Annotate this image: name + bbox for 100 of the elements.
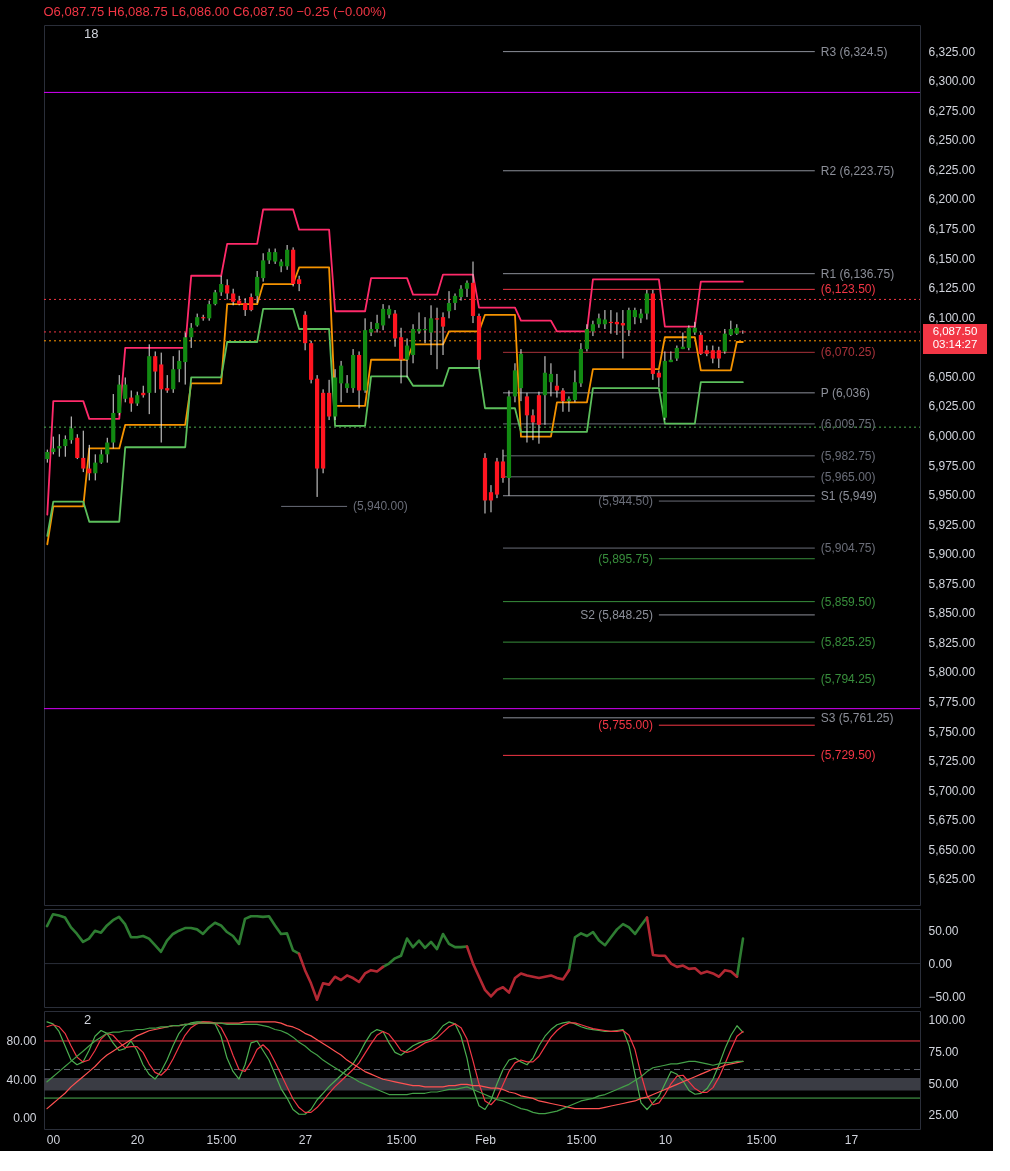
ref-line-label: (5,859.50) bbox=[820, 594, 876, 609]
ref-line-label: (5,904.75) bbox=[820, 541, 876, 556]
ref-line-label: (5,794.25) bbox=[820, 671, 876, 686]
candlestick bbox=[386, 304, 392, 319]
ref-line-label: R1 (6,136.75) bbox=[820, 266, 895, 281]
candlestick bbox=[267, 248, 272, 265]
y-tick-label: 5,925.00 bbox=[928, 517, 976, 532]
ref-line-label: P (6,036) bbox=[820, 385, 870, 400]
candlestick bbox=[686, 324, 691, 351]
candlestick bbox=[261, 252, 266, 283]
ref-line-label: (6,070.25) bbox=[820, 345, 876, 360]
y-tick-label: 5,775.00 bbox=[928, 695, 976, 710]
candlestick bbox=[207, 300, 212, 322]
y-tick-label: 0.00 bbox=[928, 957, 953, 972]
candlestick bbox=[153, 350, 158, 394]
candlestick bbox=[632, 307, 637, 325]
y-tick-label: 6,025.00 bbox=[928, 399, 976, 414]
x-tick-label: 15:00 bbox=[746, 1132, 777, 1147]
candlestick bbox=[404, 337, 410, 378]
candlestick bbox=[542, 355, 548, 426]
candlestick bbox=[596, 313, 602, 329]
y-tick-label: 5,900.00 bbox=[928, 547, 976, 562]
candlestick bbox=[572, 369, 578, 403]
x-tick-label: 15:00 bbox=[386, 1132, 417, 1147]
x-tick-label: 27 bbox=[298, 1132, 313, 1147]
candlestick bbox=[548, 362, 554, 397]
text: 03:14:27 bbox=[932, 337, 978, 350]
candlestick bbox=[255, 270, 260, 304]
ref-line-label: (5,895.75) bbox=[598, 551, 653, 566]
x-tick-label: 10 bbox=[658, 1132, 673, 1147]
y-tick-label: 40.00 bbox=[6, 1072, 37, 1087]
ref-line-label: (6,123.50) bbox=[820, 282, 876, 297]
candlestick bbox=[692, 321, 697, 336]
ref-line-label: (5,944.50) bbox=[598, 494, 653, 509]
ref-line-label: R3 (6,324.5) bbox=[820, 44, 888, 59]
y2-tick-label: 100.00 bbox=[928, 1012, 966, 1027]
y2-tick-label: 25.00 bbox=[928, 1108, 959, 1123]
candlestick bbox=[380, 303, 386, 331]
x-tick-label: 15:00 bbox=[206, 1132, 237, 1147]
line-series bbox=[46, 208, 744, 516]
y-tick-label: 6,050.00 bbox=[928, 369, 976, 384]
candlestick bbox=[644, 289, 649, 321]
ref-line-label: (5,982.75) bbox=[820, 448, 876, 463]
x-tick-label: 20 bbox=[130, 1132, 145, 1147]
text: 6,087.50 bbox=[932, 324, 978, 337]
candlestick bbox=[488, 484, 494, 513]
candlestick bbox=[81, 430, 86, 473]
ref-line-label: (5,825.25) bbox=[820, 635, 876, 650]
ref-line-label: (6,009.75) bbox=[820, 416, 876, 431]
y-tick-label: 0.00 bbox=[13, 1110, 37, 1125]
ref-line-label: (5,940.00) bbox=[353, 499, 408, 514]
ref-line-label: S2 (5,848.25) bbox=[580, 607, 653, 622]
candlestick bbox=[530, 408, 536, 441]
y-tick-label: −50.00 bbox=[928, 989, 966, 1004]
candlestick bbox=[171, 355, 176, 394]
candlestick bbox=[464, 279, 470, 298]
x-tick-label: Feb bbox=[475, 1132, 497, 1147]
y-tick-label: 6,000.00 bbox=[928, 428, 976, 443]
y-tick-label: 6,325.00 bbox=[928, 44, 976, 59]
candlestick bbox=[368, 321, 374, 337]
candlestick bbox=[458, 284, 464, 302]
ref-line-label: (5,965.00) bbox=[820, 469, 876, 484]
x-tick-label: 15:00 bbox=[566, 1132, 597, 1147]
y-tick-label: 5,675.00 bbox=[928, 813, 976, 828]
candlestick bbox=[344, 374, 350, 394]
y-tick-label: 5,750.00 bbox=[928, 724, 976, 739]
y-tick-label: 6,225.00 bbox=[928, 162, 976, 177]
ref-line-label: S3 (5,761.25) bbox=[820, 710, 894, 725]
y-tick-label: 5,975.00 bbox=[928, 458, 976, 473]
candlestick bbox=[584, 323, 590, 352]
candlestick bbox=[75, 433, 80, 460]
y-tick-label: 6,100.00 bbox=[928, 310, 976, 325]
candlestick bbox=[69, 416, 74, 445]
candlestick bbox=[63, 434, 68, 458]
candlestick bbox=[177, 349, 182, 383]
candlestick bbox=[434, 307, 440, 370]
candlestick bbox=[722, 328, 727, 355]
y-tick-label: 5,650.00 bbox=[928, 842, 976, 857]
candlestick bbox=[626, 307, 631, 337]
y-tick-label: 6,275.00 bbox=[928, 103, 976, 118]
y-tick-label: 6,150.00 bbox=[928, 251, 976, 266]
line-series bbox=[46, 307, 744, 537]
y-tick-label: 6,125.00 bbox=[928, 281, 976, 296]
candlestick bbox=[123, 376, 128, 403]
y-tick-label: 6,175.00 bbox=[928, 221, 976, 236]
candlestick bbox=[524, 392, 530, 444]
ref-line-label: S1 (5,949) bbox=[820, 488, 877, 503]
candlestick bbox=[560, 387, 566, 413]
candlestick bbox=[698, 332, 703, 356]
y-tick-label: 6,300.00 bbox=[928, 74, 976, 89]
candlestick bbox=[219, 275, 224, 297]
annotation: 18 bbox=[84, 26, 99, 41]
y-tick-label: 6,250.00 bbox=[928, 133, 976, 148]
ref-line-label: R2 (6,223.75) bbox=[820, 163, 895, 178]
candlestick bbox=[500, 449, 506, 484]
candlestick bbox=[716, 346, 721, 369]
y-tick-label: 50.00 bbox=[928, 924, 959, 939]
y-tick-label: 6,200.00 bbox=[928, 192, 976, 207]
candlestick bbox=[327, 379, 332, 421]
candlestick bbox=[452, 292, 458, 311]
